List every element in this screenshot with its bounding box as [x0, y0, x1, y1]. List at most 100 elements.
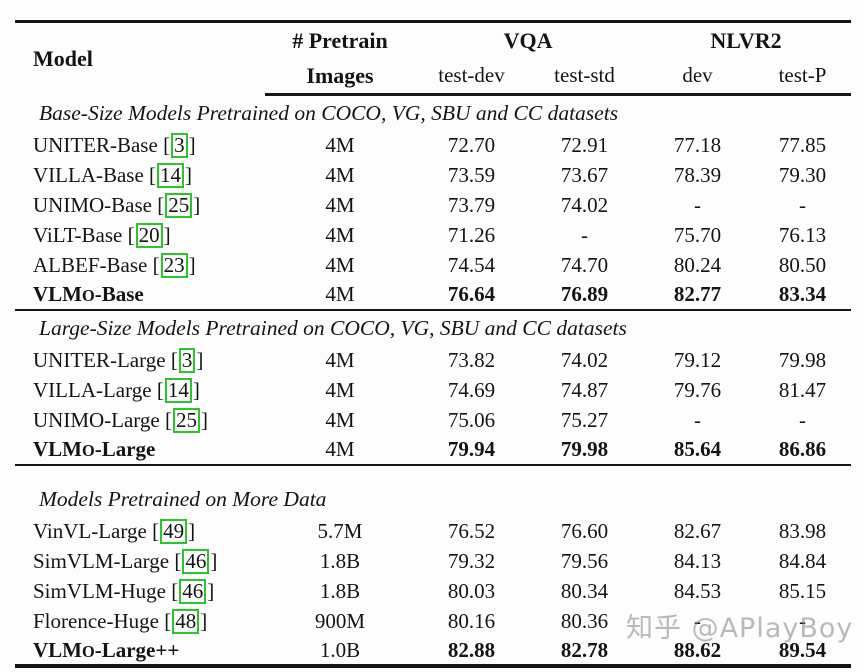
col-group-nlvr2: NLVR2: [710, 27, 782, 53]
vqa-test-dev: 82.88: [447, 637, 496, 662]
model-name: VILLA-Base [14]: [33, 162, 193, 188]
pretrain-images: 1.0B: [319, 637, 361, 662]
table-row: SimVLM-Large [46] 1.8B 79.32 79.56 84.13 84.8…: [15, 546, 851, 576]
citation-link[interactable]: 14: [157, 162, 185, 188]
col-header-vqa-test-dev: test-dev: [415, 58, 528, 96]
col-header-model: Model: [33, 45, 93, 71]
pretrain-images: 4M: [325, 132, 355, 157]
vqa-test-std: 74.02: [560, 192, 609, 217]
citation-link[interactable]: 25: [173, 407, 200, 433]
nlvr2-dev: 82.77: [673, 282, 722, 306]
table-section-1: Large-Size Models Pretrained on COCO, VG…: [15, 309, 852, 465]
model-name: VinVL-Large [49]: [33, 518, 196, 544]
nlvr2-test-p: 83.98: [778, 518, 827, 543]
vqa-test-std: 75.27: [560, 407, 609, 432]
model-name: ALBEF-Base [23]: [33, 252, 196, 278]
vqa-test-std: 73.67: [560, 162, 609, 187]
nlvr2-test-p: -: [799, 608, 807, 633]
citation-link[interactable]: 25: [165, 192, 193, 218]
vqa-test-std: 79.98: [560, 437, 609, 461]
nlvr2-dev: 84.13: [673, 548, 722, 573]
nlvr2-test-p: 79.30: [778, 162, 827, 187]
vqa-test-std: -: [581, 222, 588, 247]
section-title: Base-Size Models Pretrained on COCO, VG,…: [39, 100, 619, 125]
citation-link[interactable]: 49: [160, 518, 188, 544]
table-section-2: Models Pretrained on More Data VinVL-Larg…: [15, 464, 852, 666]
nlvr2-test-p: 84.84: [778, 548, 827, 573]
model-name: VILLA-Large [14]: [33, 377, 200, 403]
col-header-pretrain-line1: # Pretrain: [292, 27, 388, 53]
vqa-test-dev: 80.03: [447, 578, 496, 603]
citation-link[interactable]: 14: [164, 377, 192, 403]
nlvr2-test-p: 81.47: [778, 377, 827, 402]
vqa-test-std: 79.56: [560, 548, 609, 573]
model-name: SimVLM-Huge [46]: [33, 578, 215, 604]
citation-link[interactable]: 23: [160, 252, 188, 278]
citation-link[interactable]: 20: [135, 222, 163, 248]
citation-link[interactable]: 3: [171, 132, 188, 158]
vqa-test-dev: 73.82: [447, 347, 496, 372]
model-name: UNITER-Large [3]: [33, 347, 204, 373]
citation-link[interactable]: 3: [178, 347, 196, 373]
vqa-test-dev: 73.79: [447, 192, 496, 217]
nlvr2-dev: 75.70: [673, 222, 722, 247]
col-header-nlvr2-test-p: test-P: [754, 58, 852, 96]
pretrain-images: 4M: [325, 192, 355, 217]
nlvr2-test-p: 85.15: [778, 578, 827, 603]
pretrain-images: 900M: [314, 608, 366, 633]
nlvr2-dev: -: [694, 608, 702, 633]
results-table: Model # Pretrain VQA NLVR2 Images test-d…: [15, 20, 852, 668]
table-row: VinVL-Large [49] 5.7M 76.52 76.60 82.67 83.98: [15, 516, 851, 546]
nlvr2-dev: 80.24: [673, 252, 722, 277]
model-name-smallcap: o: [82, 441, 95, 460]
nlvr2-dev: 84.53: [673, 578, 722, 603]
table-row: VLMo-Large++ 1.0B 82.88 82.78 88.62 89.54: [15, 636, 851, 666]
model-name-smallcap: o: [82, 286, 95, 305]
col-header-nlvr2-dev: dev: [641, 58, 755, 96]
model-name: UNITER-Base [3]: [33, 132, 196, 158]
section-title-row: Base-Size Models Pretrained on COCO, VG,…: [15, 95, 851, 131]
citation-link[interactable]: 48: [172, 608, 200, 634]
pretrain-images: 4M: [325, 437, 355, 461]
section-title: Large-Size Models Pretrained on COCO, VG…: [15, 309, 852, 345]
nlvr2-dev: -: [694, 192, 702, 217]
vqa-test-dev: 74.69: [447, 377, 496, 402]
pretrain-images: 4M: [325, 252, 355, 277]
table-row: UNITER-Large [3] 4M 73.82 74.02 79.12 79.98: [15, 345, 851, 375]
model-name-smallcap: o: [82, 641, 95, 661]
section-title: Models Pretrained on More Data: [15, 464, 852, 516]
nlvr2-test-p: 86.86: [778, 437, 827, 461]
pretrain-images: 4M: [325, 377, 355, 402]
table-section-0: Base-Size Models Pretrained on COCO, VG,…: [15, 95, 851, 311]
vqa-test-std: 76.60: [560, 518, 609, 543]
pretrain-images: 1.8B: [319, 578, 361, 603]
table-row: ALBEF-Base [23] 4M 74.54 74.70 80.24 80.50: [15, 250, 851, 280]
vqa-test-dev: 79.94: [447, 437, 496, 461]
nlvr2-test-p: 83.34: [778, 282, 827, 306]
vqa-test-dev: 75.06: [447, 407, 496, 432]
vqa-test-dev: 72.70: [447, 132, 496, 157]
model-name: VLMo-Large++: [33, 637, 180, 662]
nlvr2-dev: 88.62: [673, 637, 722, 662]
table-row: VLMo-Base 4M 76.64 76.89 82.77 83.34: [15, 280, 851, 310]
citation-link[interactable]: 46: [179, 578, 207, 604]
vqa-test-std: 76.89: [560, 282, 609, 306]
table-row: SimVLM-Huge [46] 1.8B 80.03 80.34 84.53 85.15: [15, 576, 851, 606]
vqa-test-std: 74.87: [560, 377, 609, 402]
pretrain-images: 4M: [325, 222, 355, 247]
nlvr2-dev: 79.12: [673, 347, 722, 372]
pretrain-images: 4M: [325, 347, 355, 372]
vqa-test-dev: 74.54: [447, 252, 496, 277]
vqa-test-std: 82.78: [560, 637, 609, 662]
vqa-test-dev: 73.59: [447, 162, 496, 187]
section-title-row: Large-Size Models Pretrained on COCO, VG…: [15, 309, 852, 345]
table-row: ViLT-Base [20] 4M 71.26 - 75.70 76.13: [15, 220, 851, 250]
model-name: UNIMO-Large [25]: [33, 407, 208, 433]
vqa-test-dev: 80.16: [447, 608, 496, 633]
citation-link[interactable]: 46: [182, 548, 210, 574]
nlvr2-dev: 85.64: [673, 437, 722, 461]
nlvr2-dev: 77.18: [673, 132, 722, 157]
nlvr2-dev: -: [694, 407, 702, 432]
nlvr2-dev: 79.76: [673, 377, 722, 402]
nlvr2-test-p: -: [799, 407, 807, 432]
